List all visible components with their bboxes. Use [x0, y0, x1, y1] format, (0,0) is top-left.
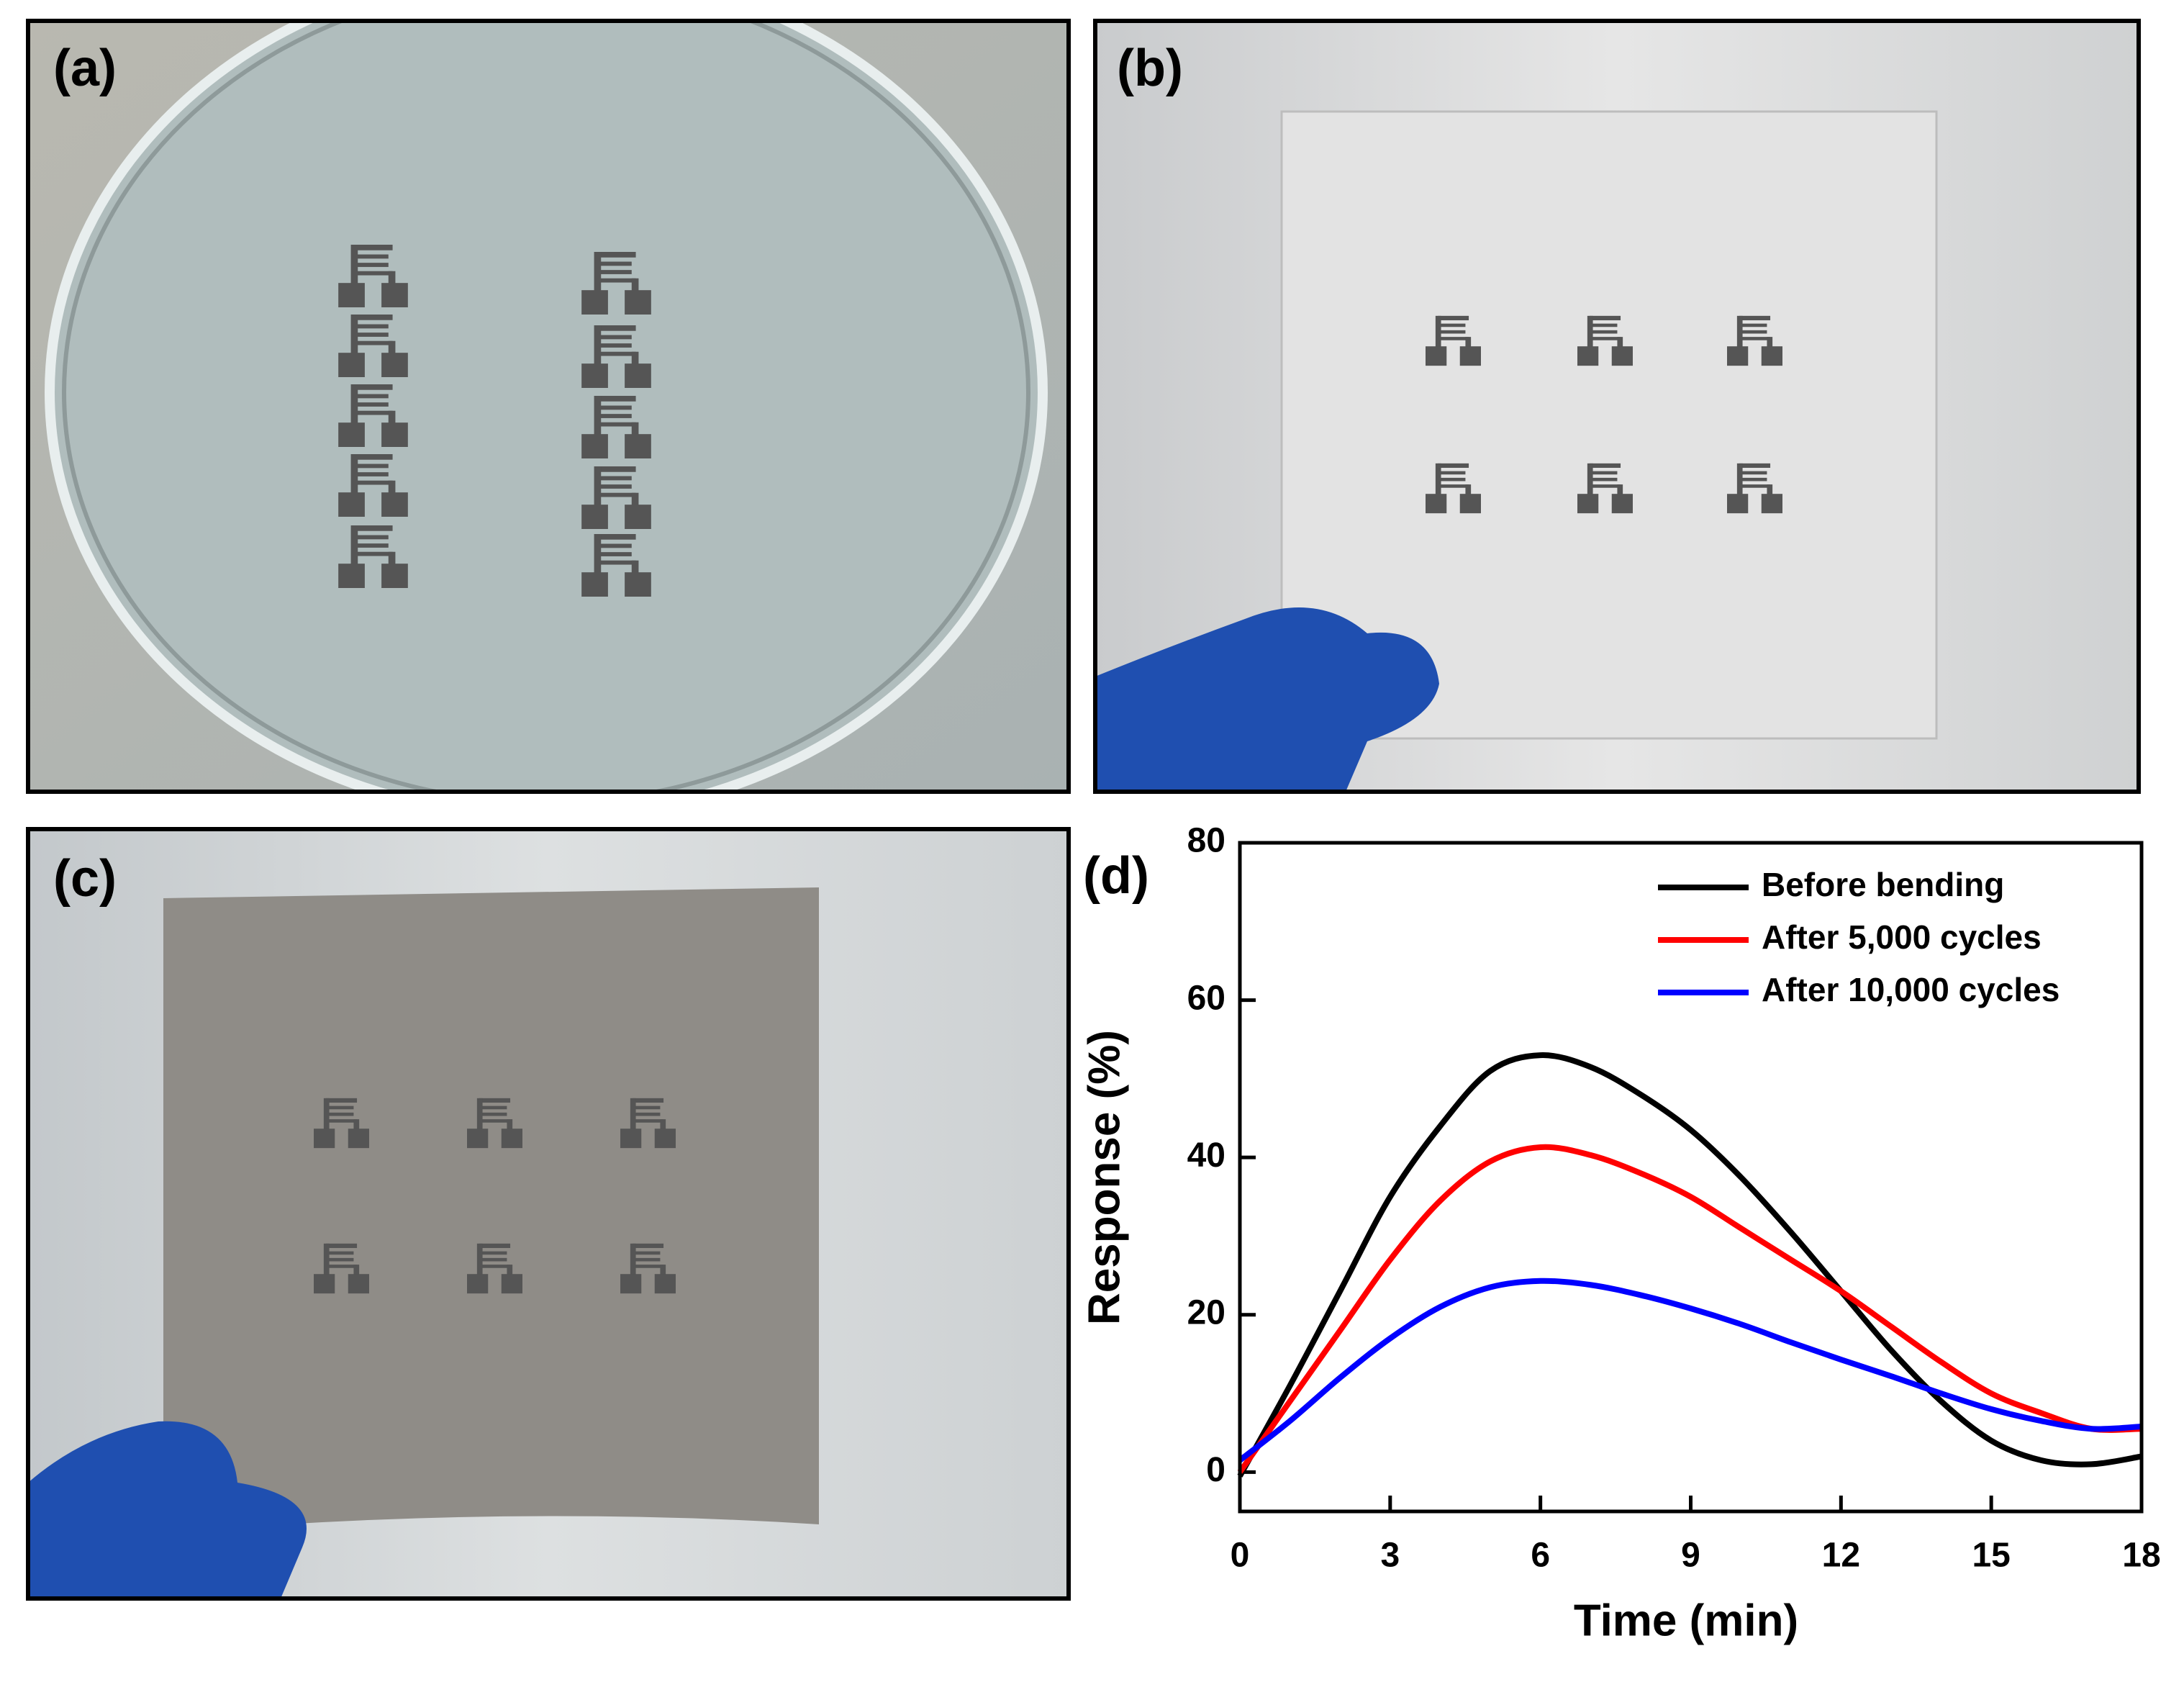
y-axis-label: Response (%) — [1079, 1030, 1129, 1325]
panel-frame — [26, 827, 1071, 1601]
legend-label: After 10,000 cycles — [1762, 971, 2060, 1008]
plot-frame — [1238, 841, 2144, 1514]
x-tick-label: 15 — [1972, 1537, 2010, 1575]
y-tick-label: 0 — [1206, 1451, 1225, 1489]
y-tick-label: 40 — [1187, 1136, 1225, 1175]
panel-label: (d) — [1083, 847, 1149, 905]
y-tick-label: 80 — [1187, 822, 1225, 860]
photo-b — [1095, 21, 2139, 792]
panel-frame — [26, 19, 1071, 794]
x-tick-label: 0 — [1231, 1537, 1250, 1575]
y-tick-label: 60 — [1187, 979, 1225, 1017]
series-line — [1238, 1278, 2142, 1463]
x-tick-label: 18 — [2122, 1537, 2160, 1575]
series-line — [1237, 1144, 2142, 1474]
x-tick-label: 3 — [1380, 1537, 1400, 1575]
series-line — [1237, 1052, 2142, 1478]
y-tick-label: 20 — [1187, 1293, 1225, 1331]
photo-a — [28, 21, 1069, 792]
photo-c — [28, 829, 1069, 1599]
x-axis-label: Time (min) — [1574, 1596, 1798, 1645]
x-tick-label: 9 — [1681, 1537, 1700, 1575]
panel-label: (c) — [53, 850, 117, 908]
legend-label: Before bending — [1762, 866, 2004, 903]
plot: 0 3 6 9 12 15 18 0 20 40 60 80 Before bending After 5… — [1187, 822, 2161, 1575]
legend-label: After 5,000 cycles — [1762, 918, 2042, 956]
x-tick-label: 12 — [1822, 1537, 1860, 1575]
x-tick-label: 6 — [1531, 1537, 1550, 1575]
panel-label: (a) — [53, 40, 117, 97]
panel-frame — [1093, 19, 2141, 794]
panel-label: (b) — [1117, 40, 1183, 97]
